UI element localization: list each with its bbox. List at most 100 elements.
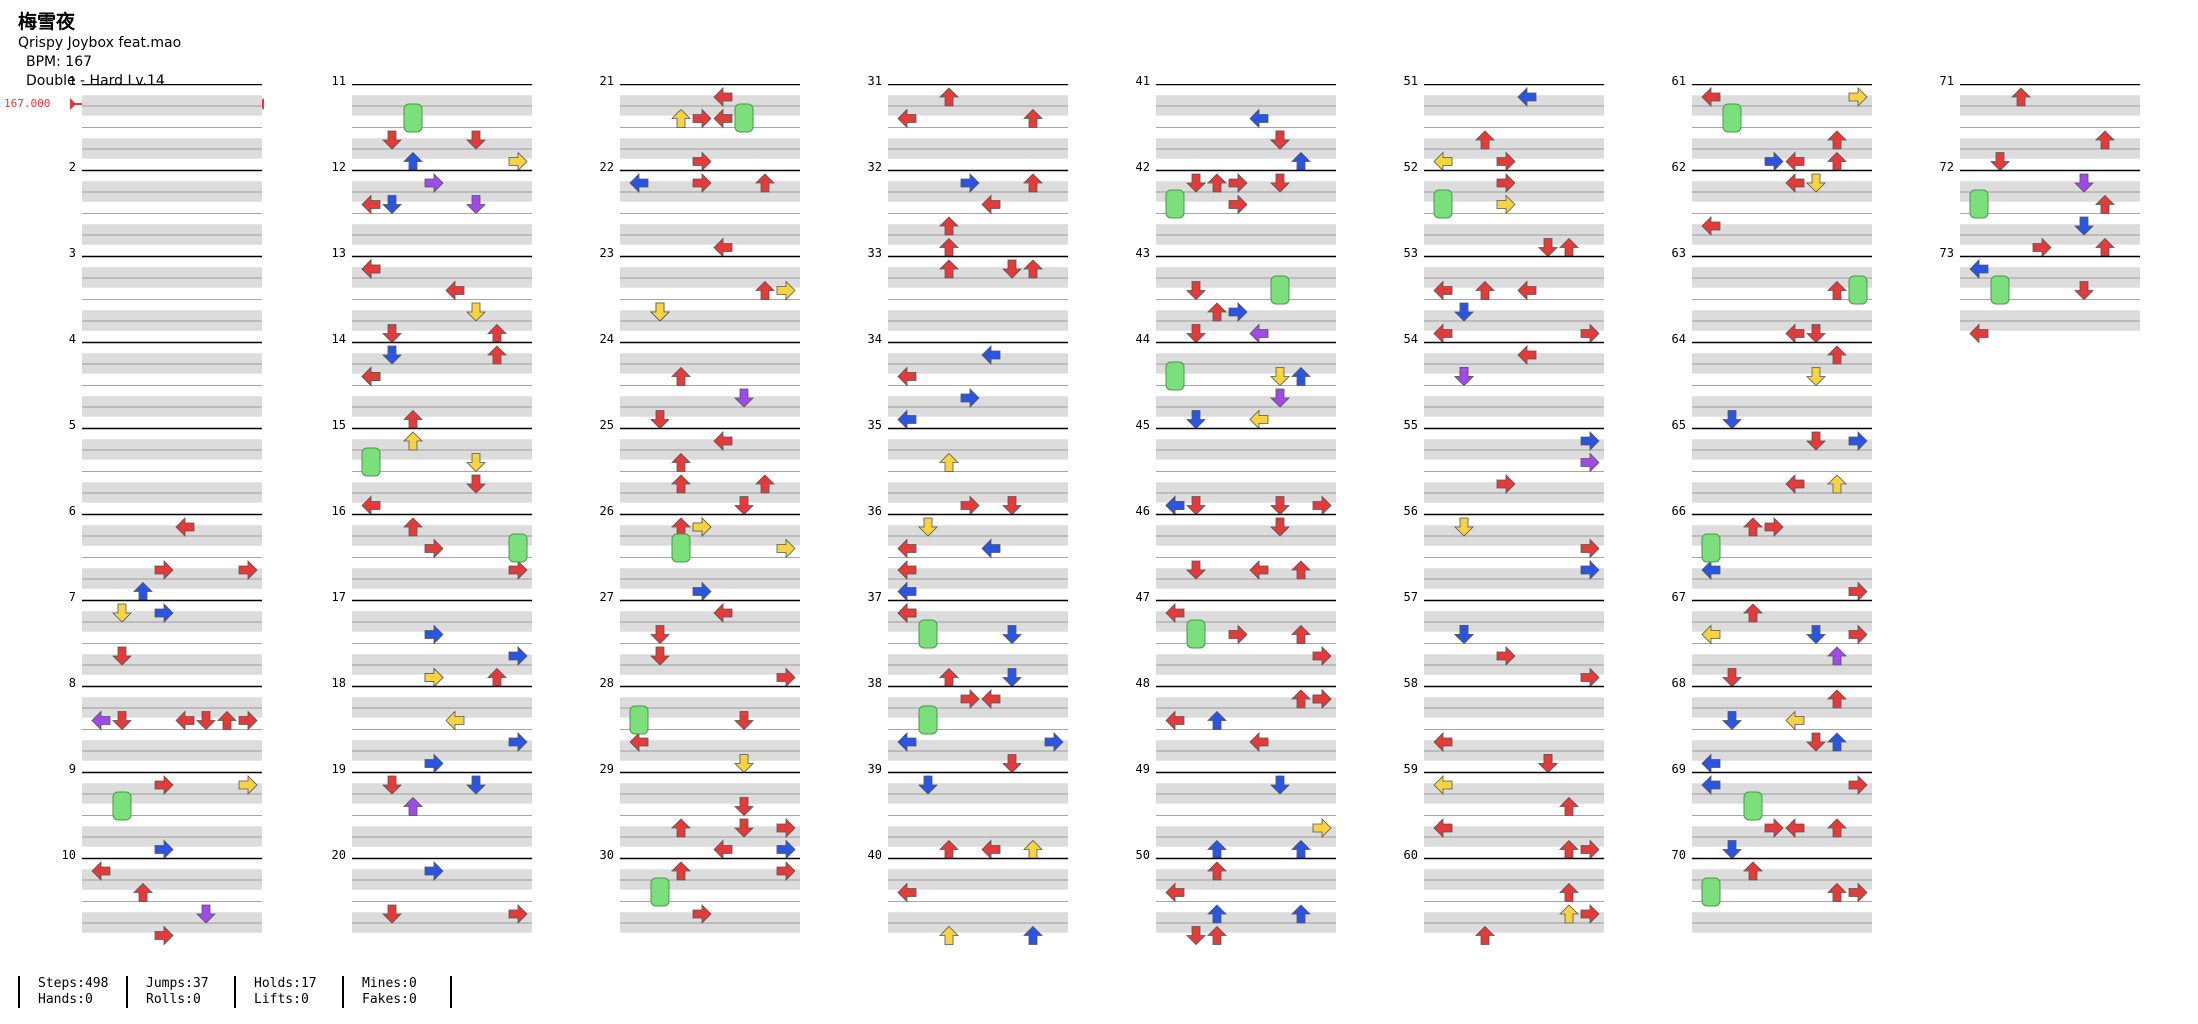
beat-band [620,267,800,288]
beat-band [1424,224,1604,245]
up-arrow-icon [939,87,959,107]
down-arrow-icon [382,195,402,215]
chart-column: 71 72 73 [1924,74,2140,964]
stat-cell: Mines:0 Fakes:0 [342,976,466,1008]
right-arrow-icon [960,388,980,408]
beat-band [620,138,800,159]
beat-band [1692,310,1872,331]
measure-number: 54 [1403,332,1418,346]
beat-band [352,869,532,890]
down-arrow-icon [1990,152,2010,172]
left-arrow-icon [175,710,195,731]
right-arrow-icon [508,732,528,752]
down-arrow-icon [1002,496,1022,516]
right-arrow-icon [1764,818,1784,838]
measure-number: 15 [331,418,346,432]
stat-line: Lifts:0 [254,992,309,1007]
beat-band [620,654,800,675]
beat-band [1692,396,1872,417]
measure-number: 5 [68,418,76,432]
beat-band [888,482,1068,503]
left-arrow-icon [1433,775,1453,795]
beat-band [1156,224,1336,245]
right-arrow-icon [692,517,712,537]
up-arrow-icon [403,431,423,451]
beat-band [82,654,262,675]
right-arrow-icon [1228,624,1248,645]
left-arrow-icon [981,194,1001,215]
left-arrow-icon [713,603,733,623]
hold-note [1165,361,1185,391]
beat-band [1424,869,1604,890]
left-arrow-icon [981,538,1001,559]
down-arrow-icon [1002,259,1022,279]
chart-column: 61 62 63 64 65 66 67 68 69 70 [1656,74,1872,964]
hold-note [1186,619,1206,649]
measure-number: 47 [1135,590,1150,604]
beat-band [620,310,800,331]
up-arrow-icon [487,345,507,365]
down-arrow-icon [734,711,754,731]
left-arrow-icon [1785,474,1805,494]
right-arrow-icon [776,861,796,881]
beat-band [1156,568,1336,589]
right-arrow-icon [1312,818,1332,838]
beat-band [82,525,262,546]
down-arrow-icon [466,195,486,215]
up-arrow-icon [755,280,775,300]
down-arrow-icon [2074,281,2094,301]
beat-band [1960,181,2140,202]
beat-band [1156,95,1336,116]
beat-band [888,783,1068,804]
up-arrow-icon [671,861,691,881]
beat-band [1692,439,1872,460]
beat-band [1692,697,1872,718]
stat-cell: Holds:17 Lifts:0 [234,976,358,1008]
measure-number: 38 [867,676,882,690]
left-arrow-icon [91,710,111,731]
measure-number: 7 [68,590,76,604]
down-arrow-icon [112,711,132,731]
beat-band [1424,181,1604,202]
measure-number: 67 [1671,590,1686,604]
measure-number: 29 [599,762,614,776]
right-arrow-icon [1496,474,1516,494]
hold-note [1701,533,1721,563]
chart-column: 11 12 13 14 15 16 17 18 19 20 [316,74,532,964]
up-arrow-icon [671,818,691,838]
down-arrow-icon [734,754,754,774]
measure-number: 71 [1939,74,1954,88]
measure-number: 6 [68,504,76,518]
measure-number: 19 [331,762,346,776]
left-arrow-icon [1785,151,1805,172]
down-arrow-icon [1806,431,1826,451]
measure-number: 23 [599,246,614,260]
beat-band [888,310,1068,331]
up-arrow-icon [1743,603,1763,623]
stat-line: Holds:17 [254,976,317,991]
beat-band [1692,611,1872,632]
up-arrow-icon [1207,925,1227,945]
hold-note [361,447,381,477]
left-arrow-icon [1433,151,1453,172]
beat-band [1156,697,1336,718]
measure-grid [1960,84,2140,344]
down-arrow-icon [1270,388,1290,408]
beat-band [1692,482,1872,503]
down-arrow-icon [1186,173,1206,193]
up-arrow-icon [1559,882,1579,902]
left-arrow-icon [981,345,1001,365]
measure-number: 72 [1939,160,1954,174]
stat-line: Rolls:0 [146,992,201,1007]
beat-band [1692,525,1872,546]
down-arrow-icon [1806,173,1826,193]
right-arrow-icon [1764,517,1784,537]
down-arrow-icon [1186,324,1206,344]
beat-band [82,826,262,847]
beat-band [1156,353,1336,374]
beat-band [1424,654,1604,675]
up-arrow-icon [1475,280,1495,300]
beat-band [352,568,532,589]
up-arrow-icon [1207,302,1227,322]
left-arrow-icon [1701,775,1721,795]
